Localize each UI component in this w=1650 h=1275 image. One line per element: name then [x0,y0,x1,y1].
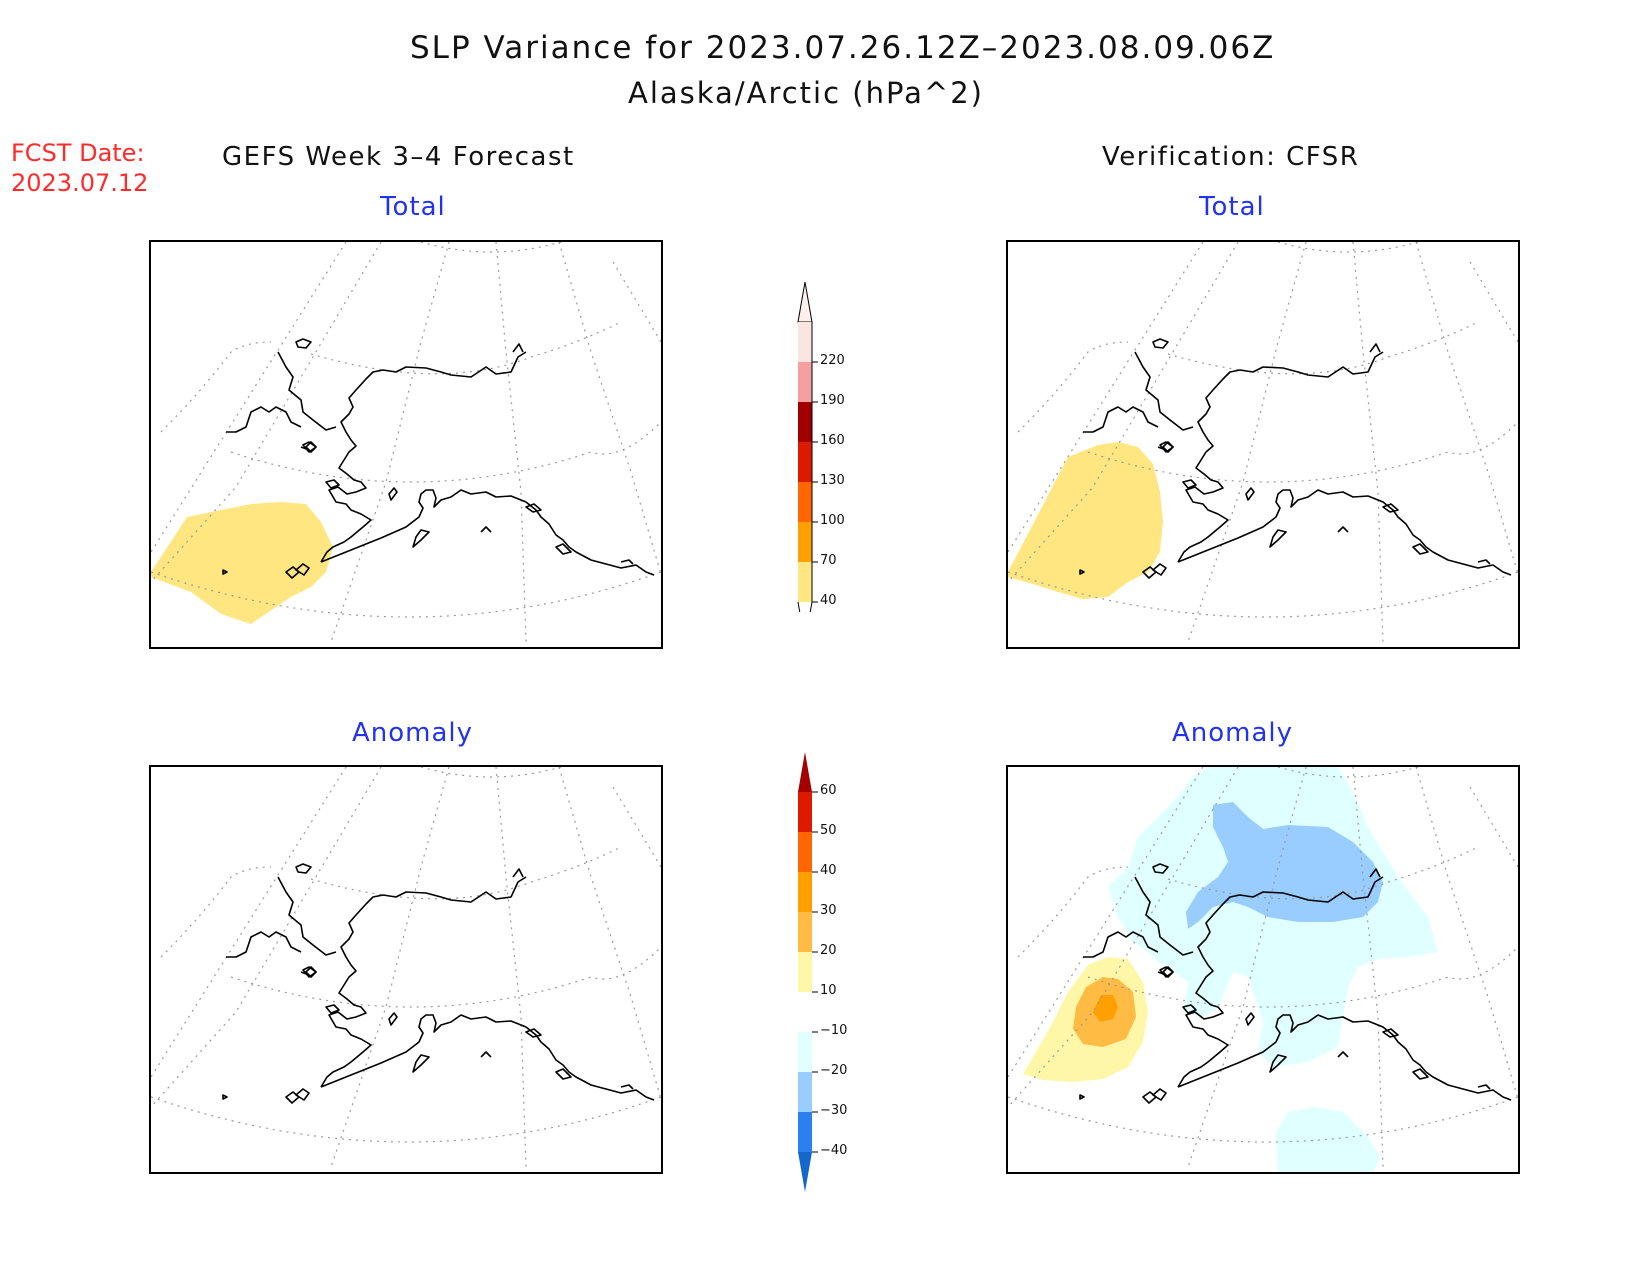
colorbar-total-bottom-arrow [797,601,813,643]
colorbar-anomaly-block [798,832,812,872]
colorbar-anomaly-bottom-arrow [798,1152,812,1192]
colorbar-anomaly-block [798,1032,812,1072]
colorbar-total-tick-label: 70 [820,553,837,568]
colorbar-anomaly-tick-label: −10 [820,1023,848,1038]
colorbar-total-tick-label: 40 [820,593,837,608]
colorbar-anomaly-tick-label: −30 [820,1103,848,1118]
colorbar-anomaly-tick-label: 60 [820,783,837,798]
colorbar-total-block [798,322,812,362]
verification-anomaly-shade-30-40 [1093,995,1118,1022]
fcst-date-value: 2023.07.12 [11,169,149,197]
colorbar-total-block [798,362,812,402]
forecast-total-label: Total [380,192,446,222]
colorbar-total-tick-label: 220 [820,353,845,368]
verification-anomaly-label: Anomaly [1172,718,1294,748]
colorbar-total-block [798,562,812,602]
colorbar-total-block [798,442,812,482]
verification-total-shade-40-70 [1008,442,1163,599]
colorbar-anomaly-block [798,912,812,952]
colorbar-anomaly-block [798,1072,812,1112]
colorbar-total-tick-label: 190 [820,393,845,408]
forecast-anomaly-map [149,765,663,1174]
verification-total-label: Total [1199,192,1265,222]
colorbar-total-block [798,522,812,562]
colorbar-anomaly-svg [798,752,818,1192]
colorbar-anomaly: 60 50 40 30 20 10 −10 −20 −30 −40 [790,752,870,1202]
colorbar-anomaly-tick-label: 20 [820,943,837,958]
colorbar-anomaly-block [798,952,812,992]
colorbar-anomaly-top-arrow [798,752,812,792]
colorbar-total-tick-label: 100 [820,513,845,528]
colorbar-total-tick-label: 130 [820,473,845,488]
colorbar-anomaly-block [798,992,812,1032]
colorbar-anomaly-tick-label: −40 [820,1143,848,1158]
verification-anomaly-map [1006,765,1520,1174]
colorbar-anomaly-tick-label: 10 [820,983,837,998]
colorbar-anomaly-block [798,792,812,832]
colorbar-anomaly-block [798,1112,812,1152]
colorbar-total-block [798,482,812,522]
main-title: SLP Variance for 2023.07.26.12Z–2023.08.… [410,30,1276,66]
main-subtitle: Alaska/Arctic (hPa^2) [628,76,984,110]
forecast-total-shade-40-70 [151,502,333,624]
colorbar-anomaly-tick-label: 40 [820,863,837,878]
verification-total-map [1006,240,1520,649]
colorbar-total-block [798,402,812,442]
forecast-total-map [149,240,663,649]
colorbar-total-top-arrow [797,281,813,323]
colorbar-anomaly-block [798,872,812,912]
verification-anomaly-shade-m10-m20-south [1276,1107,1380,1172]
colorbar-anomaly-tick-label: 50 [820,823,837,838]
verification-column-header: Verification: CFSR [1102,142,1360,172]
colorbar-anomaly-tick-label: −20 [820,1063,848,1078]
colorbar-total: 220 190 160 130 100 70 40 [790,281,870,643]
colorbar-total-tick-label: 160 [820,433,845,448]
forecast-anomaly-label: Anomaly [352,718,474,748]
forecast-column-header: GEFS Week 3–4 Forecast [222,142,575,172]
colorbar-anomaly-tick-label: 30 [820,903,837,918]
fcst-date-label: FCST Date: [11,139,145,167]
